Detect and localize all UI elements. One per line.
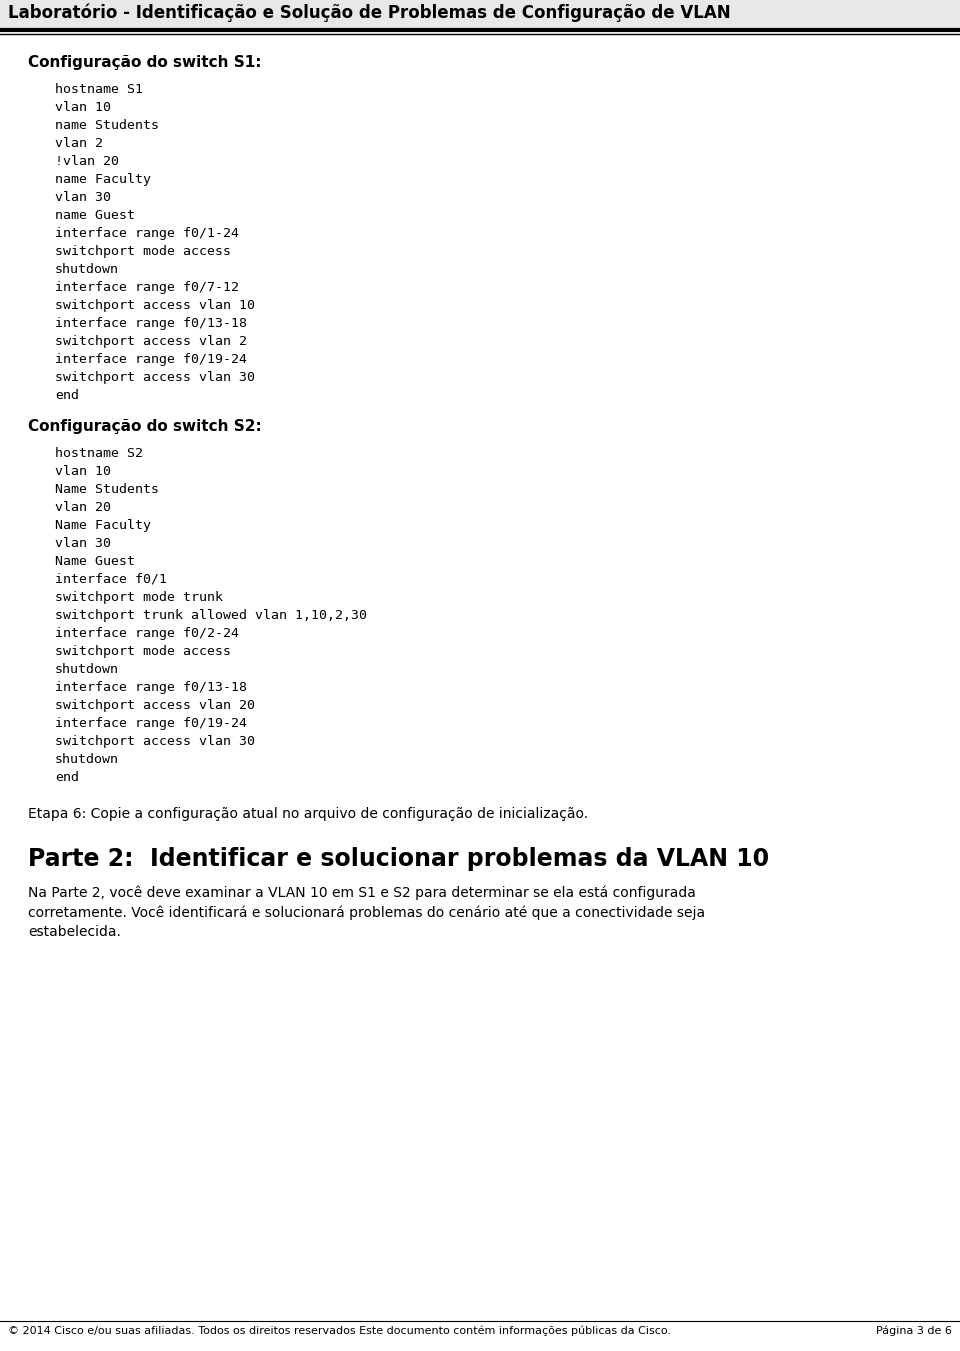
- Text: name Guest: name Guest: [55, 209, 135, 222]
- Text: interface range f0/2-24: interface range f0/2-24: [55, 627, 239, 640]
- Text: end: end: [55, 771, 79, 784]
- Text: switchport access vlan 10: switchport access vlan 10: [55, 299, 255, 312]
- Text: shutdown: shutdown: [55, 663, 119, 676]
- Text: Name Faculty: Name Faculty: [55, 519, 151, 532]
- Text: corretamente. Você identificará e solucionará problemas do cenário até que a con: corretamente. Você identificará e soluci…: [28, 905, 706, 920]
- Text: estabelecida.: estabelecida.: [28, 925, 121, 939]
- Text: interface f0/1: interface f0/1: [55, 573, 167, 586]
- Text: Etapa 6: Copie a configuração atual no arquivo de configuração de inicialização.: Etapa 6: Copie a configuração atual no a…: [28, 807, 588, 821]
- Text: Página 3 de 6: Página 3 de 6: [876, 1325, 952, 1336]
- Text: Na Parte 2, você deve examinar a VLAN 10 em S1 e S2 para determinar se ela está : Na Parte 2, você deve examinar a VLAN 10…: [28, 885, 696, 900]
- Text: Configuração do switch S2:: Configuração do switch S2:: [28, 419, 262, 434]
- Text: Configuração do switch S1:: Configuração do switch S1:: [28, 55, 261, 70]
- Text: Laboratório - Identificação e Solução de Problemas de Configuração de VLAN: Laboratório - Identificação e Solução de…: [8, 4, 731, 23]
- Text: end: end: [55, 389, 79, 403]
- Text: switchport access vlan 20: switchport access vlan 20: [55, 698, 255, 712]
- Text: interface range f0/19-24: interface range f0/19-24: [55, 353, 247, 366]
- Text: interface range f0/19-24: interface range f0/19-24: [55, 717, 247, 730]
- Text: switchport trunk allowed vlan 1,10,2,30: switchport trunk allowed vlan 1,10,2,30: [55, 609, 367, 621]
- Bar: [0, 0, 960, 28]
- Text: shutdown: shutdown: [55, 753, 119, 766]
- Text: vlan 30: vlan 30: [55, 536, 111, 550]
- Text: Name Guest: Name Guest: [55, 555, 135, 567]
- Text: switchport access vlan 30: switchport access vlan 30: [55, 372, 255, 384]
- Text: shutdown: shutdown: [55, 263, 119, 276]
- Text: switchport access vlan 30: switchport access vlan 30: [55, 735, 255, 748]
- Text: vlan 2: vlan 2: [55, 136, 103, 150]
- Text: switchport mode trunk: switchport mode trunk: [55, 590, 223, 604]
- Text: vlan 10: vlan 10: [55, 465, 111, 478]
- Text: © 2014 Cisco e/ou suas afiliadas. Todos os direitos reservados Este documento co: © 2014 Cisco e/ou suas afiliadas. Todos …: [8, 1325, 671, 1336]
- Text: switchport mode access: switchport mode access: [55, 245, 231, 258]
- Text: hostname S1: hostname S1: [55, 82, 143, 96]
- Text: !vlan 20: !vlan 20: [55, 155, 119, 168]
- Text: interface range f0/13-18: interface range f0/13-18: [55, 317, 247, 330]
- Text: interface range f0/13-18: interface range f0/13-18: [55, 681, 247, 694]
- Text: vlan 20: vlan 20: [55, 501, 111, 513]
- Text: interface range f0/1-24: interface range f0/1-24: [55, 227, 239, 240]
- Text: switchport mode access: switchport mode access: [55, 644, 231, 658]
- Text: interface range f0/7-12: interface range f0/7-12: [55, 281, 239, 295]
- Text: Parte 2:  Identificar e solucionar problemas da VLAN 10: Parte 2: Identificar e solucionar proble…: [28, 847, 769, 871]
- Text: name Faculty: name Faculty: [55, 173, 151, 186]
- Text: name Students: name Students: [55, 119, 159, 132]
- Text: vlan 30: vlan 30: [55, 190, 111, 204]
- Text: Name Students: Name Students: [55, 484, 159, 496]
- Text: vlan 10: vlan 10: [55, 101, 111, 113]
- Text: hostname S2: hostname S2: [55, 447, 143, 459]
- Text: switchport access vlan 2: switchport access vlan 2: [55, 335, 247, 349]
